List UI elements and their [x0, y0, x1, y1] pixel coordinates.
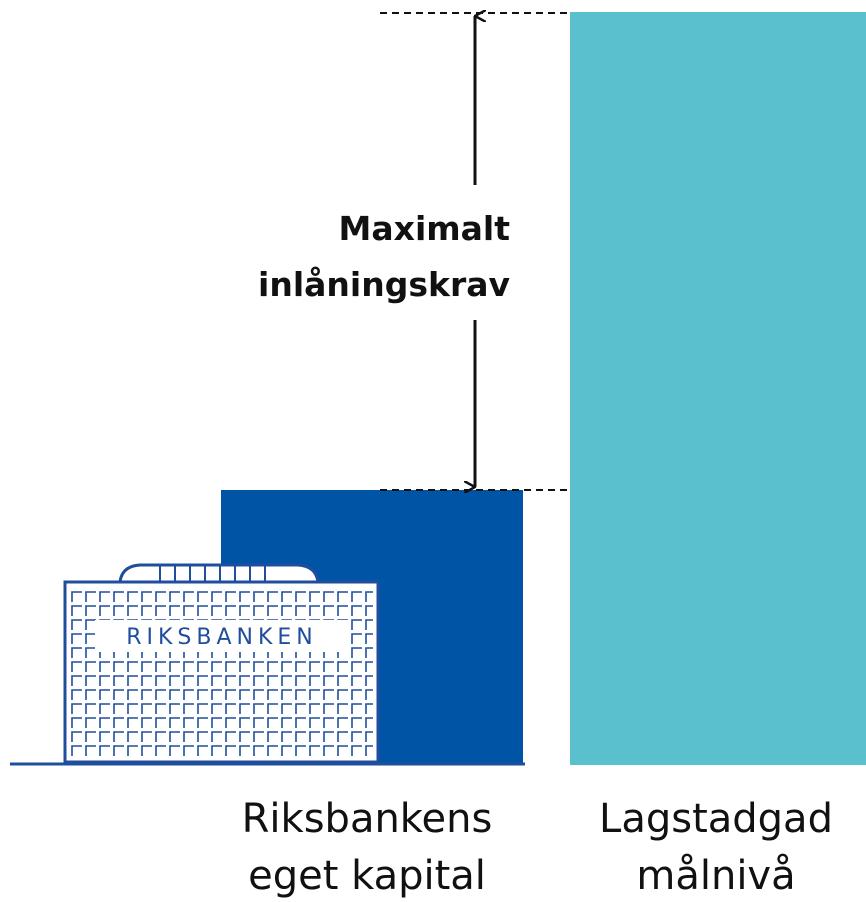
bar-label: målnivå: [636, 853, 795, 899]
diagram: Maximalt inlåningskrav RIKSBANKEN Riksba…: [0, 0, 866, 902]
building-sign: RIKSBANKEN: [126, 625, 318, 650]
bar-label: eget kapital: [248, 853, 486, 899]
building-icon: RIKSBANKEN: [65, 565, 378, 762]
bar-label: Riksbankens: [242, 796, 493, 842]
bar-label: Lagstadgad: [599, 796, 833, 842]
target-bar: [570, 12, 866, 765]
annotation: Maximalt: [339, 209, 511, 248]
annotation: inlåningskrav: [258, 265, 510, 304]
